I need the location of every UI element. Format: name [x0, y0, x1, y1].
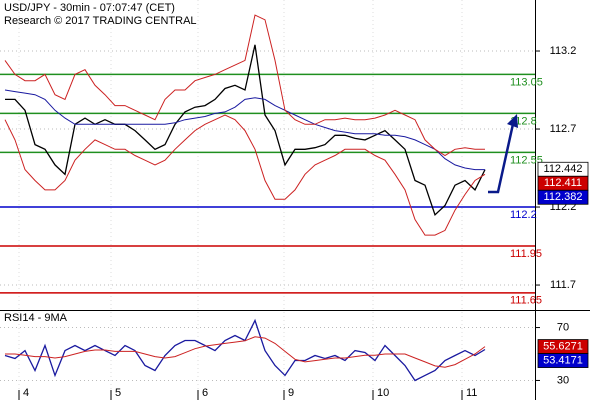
value-tag-label: 112.382: [544, 191, 583, 203]
value-tag-label: 112.442: [544, 163, 583, 175]
series-line: [4, 89, 485, 171]
x-tick-label: 9: [288, 387, 294, 399]
level-label: 112.2: [510, 209, 537, 221]
y-tick-label: 111.7: [550, 279, 576, 291]
series-line: [4, 14, 485, 157]
x-tick-label: 6: [202, 387, 208, 399]
y-tick-label: 112.7: [550, 123, 577, 135]
chart-subtitle: Research © 2017 TRADING CENTRAL: [4, 15, 197, 27]
level-label: 111.65: [510, 295, 542, 307]
level-label: 112.55: [510, 154, 543, 166]
x-tick-label: 11: [466, 387, 477, 399]
y-tick-label: 113.2: [550, 45, 577, 57]
y-tick-label: 30: [557, 374, 569, 386]
x-tick-label: 4: [23, 387, 29, 399]
y-tick-label: 70: [557, 321, 569, 333]
value-tag-label: 55.6271: [543, 340, 583, 352]
forecast-line: [488, 123, 515, 194]
value-tag-label: 112.411: [544, 177, 582, 189]
x-tick-label: 5: [115, 387, 121, 399]
series-line: [5, 336, 486, 368]
series-line: [5, 44, 486, 216]
x-tick-label: 10: [377, 387, 389, 399]
level-label: 111.95: [510, 248, 542, 260]
chart-title: USD/JPY - 30min - 07:07:47 (CET): [4, 2, 175, 14]
level-label: 113.05: [510, 76, 543, 88]
forecast-arrow: [488, 114, 518, 194]
forecast-head: [507, 114, 518, 128]
rsi-title: RSI14 - 9MA: [4, 312, 68, 324]
series-line: [4, 114, 486, 236]
value-tag: [537, 353, 589, 368]
value-tag: [537, 189, 589, 205]
value-tag-label: 53.4171: [543, 354, 583, 366]
